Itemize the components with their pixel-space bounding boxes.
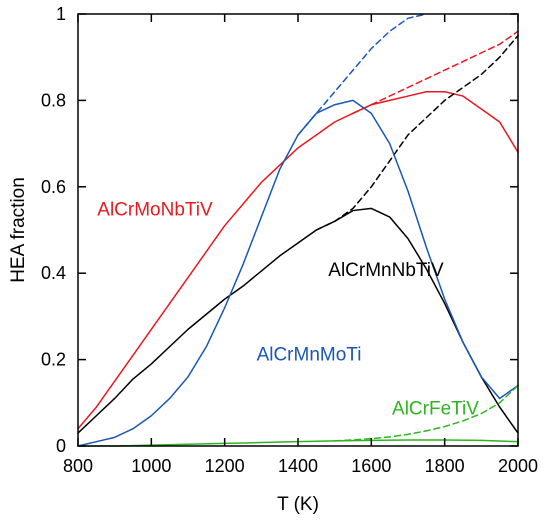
series-label-3: AlCrFeTiV [392,398,479,419]
plot-frame [77,13,519,447]
annotation-layer: AlCrMoNbTiV AlCrMnNbTiV AlCrMnMoTi AlCrFeTi… [97,200,479,420]
y-tick-label: 0.8 [41,90,66,110]
series-label-1: AlCrMnNbTiV [328,260,444,281]
y-tick-label: 0.6 [41,177,66,197]
y-tick-label: 0.4 [41,263,66,283]
series-line-5 [297,13,428,136]
series-line-4 [77,99,519,447]
series-label-0: AlCrMoNbTiV [97,200,213,221]
x-axis-title: T (K) [277,494,319,515]
series-layer [77,13,519,447]
y-axis-title: HEA fraction [8,177,29,283]
y-tick-label: 0.2 [41,350,66,370]
y-tick-label: 0 [56,436,66,456]
x-tick-label: 1800 [425,456,465,476]
x-tick-label: 1200 [205,456,245,476]
tick-layer: 800 1000 1200 1400 1600 1800 2000 0 0.2 0.4 0.6 0.8… [41,4,538,476]
series-line-3 [315,34,519,231]
series-line-7 [333,384,519,442]
series-label-2: AlCrMnMoTi [257,344,362,365]
x-tick-label: 1600 [351,456,391,476]
series-line-1 [352,30,519,115]
x-tick-label: 1000 [131,456,171,476]
series-line-0 [77,91,519,430]
x-tick-label: 2000 [498,456,538,476]
y-tick-label: 1 [56,4,66,24]
x-tick-label: 800 [63,456,93,476]
x-tick-label: 1400 [278,456,318,476]
series-line-2 [77,207,519,434]
